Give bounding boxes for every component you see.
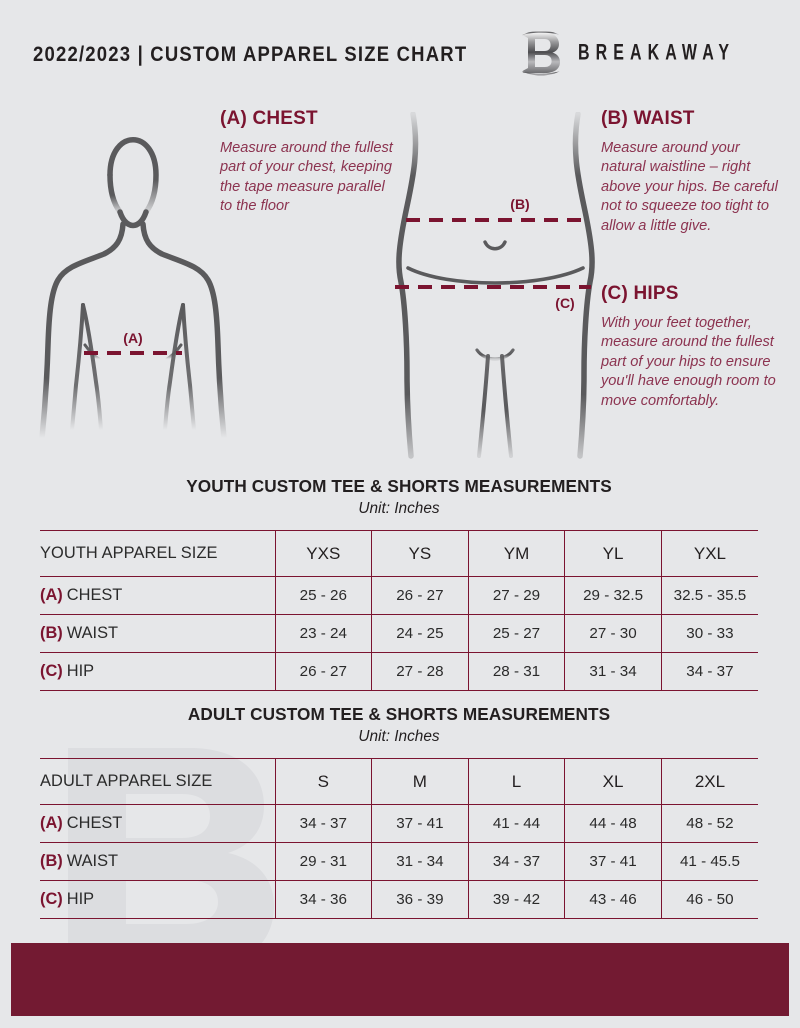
youth-header-label: YOUTH APPAREL SIZE [40,530,276,577]
youth-waist-yl: 27 - 30 [564,614,662,653]
youth-waist-ym: 25 - 27 [468,614,566,653]
adult-row-chest-label: (A) CHEST [40,804,276,843]
page-title: 2022/2023 | CUSTOM APPAREL SIZE CHART [33,42,468,66]
adult-chest-xl: 44 - 48 [564,804,662,843]
adult-waist-2xl: 41 - 45.5 [661,842,758,881]
adult-table-header-row: ADULT APPAREL SIZE S M L XL 2XL [40,758,758,805]
youth-waist-yxs: 23 - 24 [275,614,373,653]
youth-section-title: YOUTH CUSTOM TEE & SHORTS MEASUREMENTS [186,476,612,496]
note-chest-body: Measure around the fullest part of your … [220,140,393,215]
adult-section: ADULT CUSTOM TEE & SHORTS MEASUREMENTS U… [40,704,758,919]
note-chest-title: (A) CHEST [220,108,318,129]
adult-chest-l: 41 - 44 [468,804,566,843]
youth-row-hip-name: HIP [66,662,95,680]
note-waist-body: Measure around your natural waistline – … [601,140,778,234]
tag-a: (A) [40,586,63,604]
adult-chest-m: 37 - 41 [371,804,469,843]
brand-wordmark: BREAKAWAY [578,40,736,65]
adult-unit-label: Unit: Inches [358,728,440,745]
table-row: (B) WAIST 23 - 24 24 - 25 25 - 27 27 - 30… [40,614,758,653]
youth-chest-yxl: 32.5 - 35.5 [661,576,758,615]
youth-hip-yxl: 34 - 37 [661,652,758,691]
table-row: (C) HIP 34 - 36 36 - 39 39 - 42 43 - 46 4… [40,880,758,919]
tag-b: (B) [40,852,63,870]
svg-text:(A): (A) [123,330,142,346]
upper-body-outline-icon: (A) [39,137,227,441]
youth-size-ys: YS [371,530,469,577]
adult-hip-2xl: 46 - 50 [661,880,758,919]
lower-body-outline-icon: (B) (C) [395,112,595,459]
adult-row-hip-name: HIP [66,890,95,908]
youth-row-chest-label: (A) CHEST [40,576,276,615]
adult-waist-m: 31 - 34 [371,842,469,881]
table-row: (B) WAIST 29 - 31 31 - 34 34 - 37 37 - 41… [40,842,758,881]
youth-table-header-row: YOUTH APPAREL SIZE YXS YS YM YL YXL [40,530,758,577]
footer-bar [11,943,789,1016]
youth-chest-ym: 27 - 29 [468,576,566,615]
youth-size-yxs: YXS [275,530,373,577]
note-hips: (C) HIPS With your feet together, measur… [601,283,781,411]
brand-lockup: BREAKAWAY [519,30,770,76]
youth-waist-yxl: 30 - 33 [661,614,758,653]
adult-chest-s: 34 - 37 [275,804,373,843]
table-row: (C) HIP 26 - 27 27 - 28 28 - 31 31 - 34 3… [40,652,758,691]
svg-text:(B): (B) [510,196,529,212]
youth-hip-yl: 31 - 34 [564,652,662,691]
adult-waist-l: 34 - 37 [468,842,566,881]
adult-size-l: L [468,758,566,805]
adult-waist-s: 29 - 31 [275,842,373,881]
adult-section-title: ADULT CUSTOM TEE & SHORTS MEASUREMENTS [187,704,611,724]
table-row: (A) CHEST 34 - 37 37 - 41 41 - 44 44 - 48… [40,804,758,843]
youth-unit-label: Unit: Inches [358,500,440,517]
youth-chest-ys: 26 - 27 [371,576,469,615]
youth-hip-yxs: 26 - 27 [275,652,373,691]
note-chest: (A) CHEST Measure around the fullest par… [220,108,395,217]
tag-b: (B) [40,624,63,642]
adult-row-hip-label: (C) HIP [40,880,276,919]
youth-hip-ym: 28 - 31 [468,652,566,691]
adult-row-chest-name: CHEST [66,814,123,832]
adult-size-table: ADULT APPAREL SIZE S M L XL 2XL (A) CHEST… [40,758,758,919]
youth-chest-yxs: 25 - 26 [275,576,373,615]
youth-row-waist-name: WAIST [66,624,119,642]
note-waist: (B) WAIST Measure around your natural wa… [601,108,781,236]
tag-c: (C) [40,662,63,680]
note-waist-title: (B) WAIST [601,108,695,129]
adult-row-waist-name: WAIST [66,852,119,870]
adult-size-m: M [371,758,469,805]
page-header: 2022/2023 | CUSTOM APPAREL SIZE CHART BR… [0,0,800,95]
breakaway-b-monogram-icon [521,30,561,76]
adult-hip-xl: 43 - 46 [564,880,662,919]
note-hips-body: With your feet together, measure around … [601,315,776,409]
youth-waist-ys: 24 - 25 [371,614,469,653]
youth-hip-ys: 27 - 28 [371,652,469,691]
youth-chest-yl: 29 - 32.5 [564,576,662,615]
adult-row-waist-label: (B) WAIST [40,842,276,881]
svg-text:(C): (C) [555,295,574,311]
tag-a: (A) [40,814,63,832]
adult-size-2xl: 2XL [661,758,758,805]
youth-row-chest-name: CHEST [66,586,123,604]
adult-size-s: S [275,758,373,805]
youth-section: YOUTH CUSTOM TEE & SHORTS MEASUREMENTS U… [40,476,758,691]
adult-size-xl: XL [564,758,662,805]
adult-hip-l: 39 - 42 [468,880,566,919]
table-row: (A) CHEST 25 - 26 26 - 27 27 - 29 29 - 32… [40,576,758,615]
youth-size-yxl: YXL [661,530,758,577]
youth-size-table: YOUTH APPAREL SIZE YXS YS YM YL YXL (A) C… [40,530,758,691]
adult-header-label: ADULT APPAREL SIZE [40,758,276,805]
youth-size-ym: YM [468,530,566,577]
adult-hip-s: 34 - 36 [275,880,373,919]
youth-size-yl: YL [564,530,662,577]
adult-waist-xl: 37 - 41 [564,842,662,881]
adult-chest-2xl: 48 - 52 [661,804,758,843]
adult-hip-m: 36 - 39 [371,880,469,919]
youth-row-waist-label: (B) WAIST [40,614,276,653]
youth-row-hip-label: (C) HIP [40,652,276,691]
tag-c: (C) [40,890,63,908]
note-hips-title: (C) HIPS [601,283,679,304]
